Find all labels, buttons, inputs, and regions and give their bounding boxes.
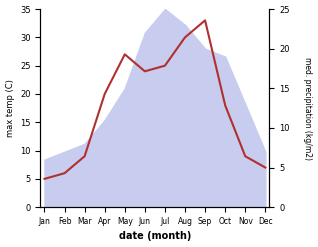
Y-axis label: med. precipitation (kg/m2): med. precipitation (kg/m2) [303, 57, 313, 160]
Y-axis label: max temp (C): max temp (C) [5, 79, 15, 137]
X-axis label: date (month): date (month) [119, 231, 191, 242]
